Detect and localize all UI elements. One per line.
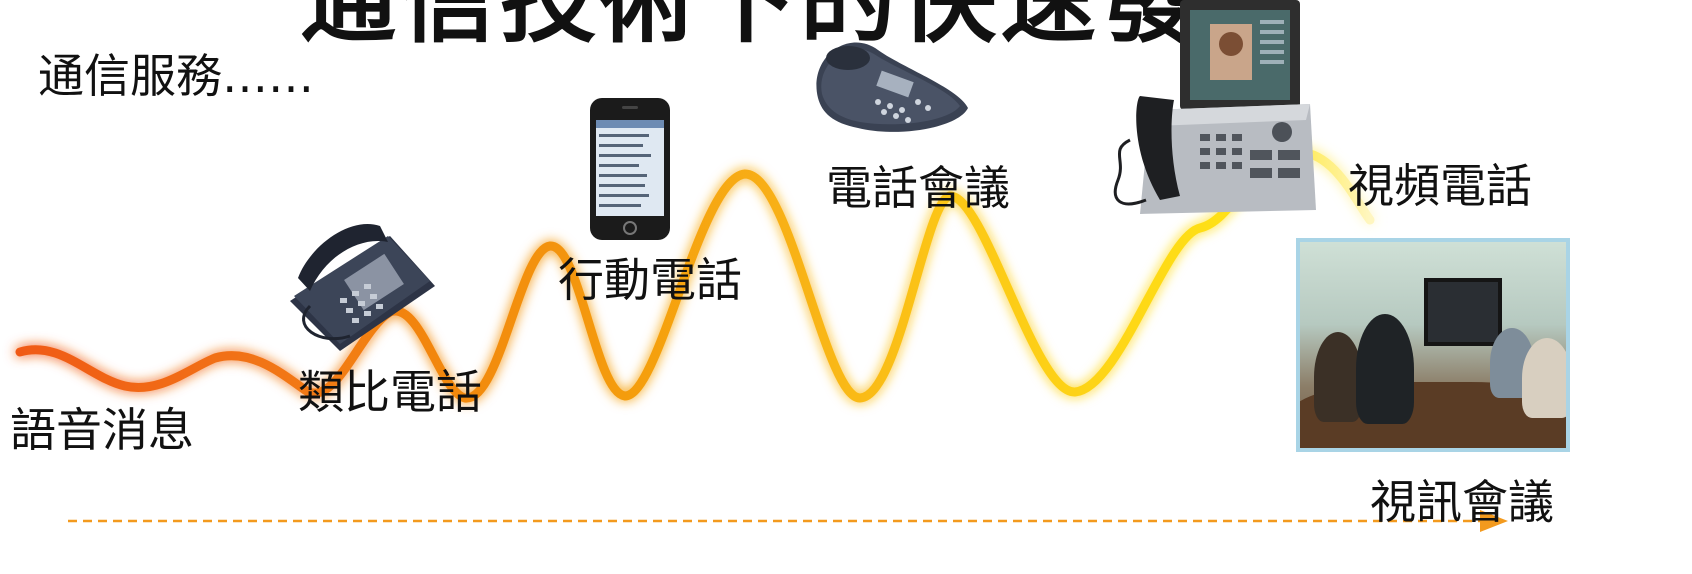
label-video-phone: 視頻電話 <box>1348 159 1532 213</box>
label-voice-message: 語音消息 <box>10 403 194 457</box>
label-conference-call: 電話會議 <box>826 161 1010 215</box>
person <box>1356 314 1414 424</box>
wave-line <box>15 147 1375 403</box>
person <box>1522 338 1566 418</box>
conference-phone-icon <box>816 42 968 132</box>
conference-screen <box>1424 278 1502 346</box>
timeline-arrow-head <box>1480 510 1508 532</box>
video-conference-photo <box>1296 238 1570 452</box>
smartphone-icon <box>590 98 670 240</box>
desk-phone-icon <box>290 224 435 351</box>
label-video-conference: 視訊會議 <box>1370 475 1554 529</box>
slide-subtitle: 通信服務…… <box>38 49 314 103</box>
person <box>1314 332 1362 422</box>
video-phone-icon <box>1113 0 1316 214</box>
slide-title: 通信技術下的快速發展 <box>300 0 1300 56</box>
label-mobile-phone: 行動電話 <box>558 253 742 307</box>
label-analog-phone: 類比電話 <box>298 365 482 419</box>
